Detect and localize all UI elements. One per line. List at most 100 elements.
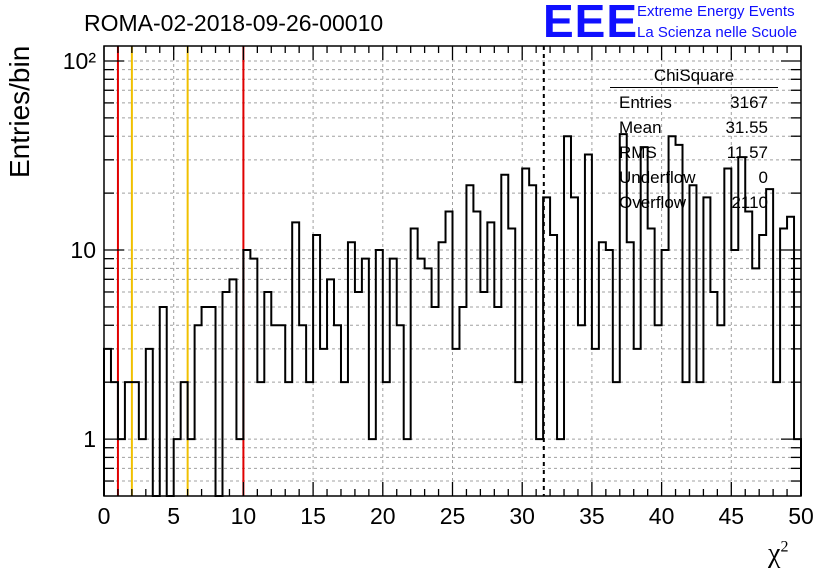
x-tick-label: 35 <box>579 503 605 529</box>
stats-label: Mean <box>619 118 662 137</box>
y-tick-label: 10 <box>70 237 96 263</box>
logo-line-1: Extreme Energy Events <box>637 3 795 20</box>
histogram-bin <box>634 349 641 496</box>
histogram-bin <box>717 325 724 496</box>
run-title: ROMA-02-2018-09-26-00010 <box>84 10 384 36</box>
histogram-bin <box>320 349 327 496</box>
stats-box: ChiSquare Entries 3167 Mean 31.55 RMS 11.57… <box>610 66 778 215</box>
stats-value: 3167 <box>730 93 768 112</box>
histogram-bin <box>655 325 662 496</box>
stats-row: Overflow 2110 <box>610 190 778 215</box>
histogram-bin <box>613 382 620 496</box>
histogram-bin <box>292 222 299 496</box>
histogram-bin <box>662 250 669 496</box>
histogram-bin <box>383 382 390 496</box>
histogram-bin <box>724 168 731 496</box>
histogram-bin <box>703 197 710 496</box>
histogram-bin <box>585 155 592 496</box>
histogram-bin <box>606 250 613 496</box>
histogram-bin <box>466 185 473 496</box>
x-axis-symbol: χ <box>768 538 781 569</box>
histogram-bin <box>188 439 195 496</box>
stats-value: 31.55 <box>725 118 768 137</box>
stats-row: RMS 11.57 <box>610 140 778 165</box>
histogram-bin <box>355 292 362 496</box>
x-tick-label: 50 <box>788 503 814 529</box>
x-axis-label: χ2 <box>768 538 788 570</box>
histogram-bin <box>411 228 418 496</box>
histogram-bin <box>446 211 453 496</box>
histogram-bin <box>550 235 557 496</box>
histogram-bin <box>160 307 167 496</box>
y-axis-label: Entries/bin <box>4 45 35 178</box>
histogram-bin <box>759 235 766 496</box>
histogram-bin <box>683 382 690 496</box>
histogram-bin <box>222 292 229 496</box>
histogram-bin <box>418 259 425 496</box>
stats-title: ChiSquare <box>610 66 778 88</box>
histogram-bin <box>529 185 536 496</box>
histogram-bin <box>132 382 139 496</box>
histogram-bin <box>195 325 202 496</box>
histogram-bin <box>285 382 292 496</box>
y-tick-label: 1 <box>83 426 96 452</box>
stats-row: Underflow 0 <box>610 165 778 190</box>
x-tick-label: 45 <box>719 503 745 529</box>
stats-value: 0 <box>758 168 768 187</box>
stats-label: RMS <box>619 143 657 162</box>
histogram-bin <box>439 242 446 496</box>
stats-value: 2110 <box>731 193 768 212</box>
histogram-bin <box>174 439 181 496</box>
histogram-outline <box>103 133 802 497</box>
x-tick-label: 40 <box>649 503 675 529</box>
histogram-bin <box>257 382 264 496</box>
histogram-bin <box>459 307 466 496</box>
x-axis-exponent: 2 <box>780 538 789 556</box>
histogram-bin <box>369 439 376 496</box>
histogram-bin <box>139 439 146 496</box>
histogram-bin <box>689 185 696 496</box>
histogram-bin <box>404 439 411 496</box>
axis-ticks <box>103 46 802 496</box>
histogram-bin <box>243 250 250 496</box>
x-tick-label: 0 <box>98 503 111 529</box>
histogram-bin <box>543 197 550 496</box>
x-tick-label: 20 <box>370 503 396 529</box>
histogram-bin <box>508 228 515 496</box>
histogram-bin <box>362 259 369 496</box>
histogram-bin <box>648 228 655 496</box>
histogram-bin <box>627 242 634 496</box>
stats-label: Overflow <box>619 193 687 212</box>
x-tick-label: 15 <box>300 503 326 529</box>
histogram-bin <box>313 235 320 496</box>
histogram-bin <box>578 325 585 496</box>
histogram-bin <box>432 307 439 496</box>
histogram-bin <box>118 439 125 496</box>
histogram-bin <box>341 382 348 496</box>
y-tick-label: 10² <box>63 48 97 74</box>
histogram-bin <box>773 382 780 496</box>
histogram-bin <box>745 211 752 496</box>
histogram-bin <box>390 259 397 496</box>
histogram-bin <box>522 168 529 496</box>
histogram-bin <box>146 349 153 496</box>
histogram-bin <box>515 382 522 496</box>
histogram-bin <box>327 279 334 496</box>
histogram-bin <box>780 228 787 496</box>
histogram-bin <box>494 307 501 496</box>
histogram-bin <box>348 242 355 496</box>
histogram-bin <box>473 211 480 496</box>
tick-labels: 0 5 10 15 20 25 30 35 40 45 50 1 10 10² <box>63 48 814 529</box>
histogram-bin <box>236 439 243 496</box>
histogram-bin <box>425 268 432 496</box>
histogram-bin <box>104 349 111 496</box>
eee-logo: EEE <box>543 0 639 47</box>
histogram-bin <box>696 382 703 496</box>
histogram-bin <box>487 222 494 496</box>
histogram-bin <box>564 136 571 496</box>
histogram-bin <box>278 325 285 496</box>
histogram-bin <box>766 189 773 496</box>
histogram-bin <box>599 242 606 496</box>
stats-row: Mean 31.55 <box>610 115 778 140</box>
stats-row: Entries 3167 <box>610 90 778 115</box>
